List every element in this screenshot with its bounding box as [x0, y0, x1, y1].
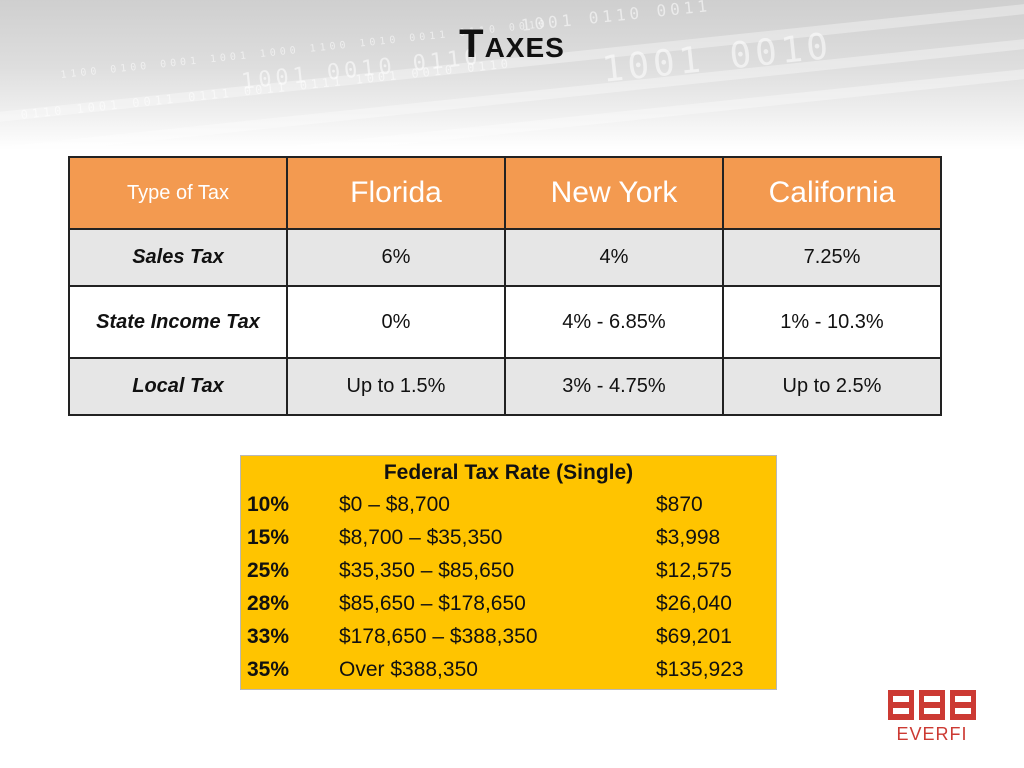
- federal-tax-table: Federal Tax Rate (Single) 10% $0 – $8,70…: [240, 455, 777, 690]
- rate-label: 35%: [247, 658, 290, 681]
- state-tax-table: Type of Tax Florida New York California …: [68, 156, 942, 416]
- everfi-logo: EVERFI: [884, 688, 980, 748]
- everfi-logo-icon: [888, 690, 914, 720]
- rate-label: 15%: [247, 526, 290, 549]
- income-range: $0 – $8,700: [339, 493, 450, 516]
- table-row: State Income Tax 0% 4% - 6.85% 1% - 10.3…: [68, 285, 942, 359]
- everfi-logo-icon: [919, 690, 945, 720]
- table-header-row: Type of Tax Florida New York California: [68, 156, 942, 230]
- federal-table-title: Federal Tax Rate (Single): [383, 461, 634, 484]
- header-background: 0110 1001 0011 0111 0011 0111 1001 0010 …: [0, 0, 1024, 150]
- tax-amount: $870: [656, 493, 703, 516]
- row-label: Local Tax: [68, 357, 288, 416]
- row-label: Sales Tax: [68, 228, 288, 287]
- florida-cell: Up to 1.5%: [286, 357, 506, 416]
- rate-label: 10%: [247, 493, 290, 516]
- rate-label: 28%: [247, 592, 290, 615]
- list-item: 35% Over $388,350 $135,923: [241, 654, 776, 686]
- slide-title: Taxes: [459, 22, 565, 66]
- california-cell: 1% - 10.3%: [722, 285, 942, 359]
- new-york-cell: 4%: [504, 228, 724, 287]
- list-item: 15% $8,700 – $35,350 $3,998: [241, 522, 776, 554]
- california-cell: 7.25%: [722, 228, 942, 287]
- california-cell: Up to 2.5%: [722, 357, 942, 416]
- income-range: $178,650 – $388,350: [339, 625, 538, 648]
- list-item: 10% $0 – $8,700 $870: [241, 489, 776, 521]
- tax-amount: $12,575: [656, 559, 732, 582]
- tax-amount: $69,201: [656, 625, 732, 648]
- row-label: State Income Tax: [68, 285, 288, 359]
- list-item: 33% $178,650 – $388,350 $69,201: [241, 621, 776, 653]
- income-range: $35,350 – $85,650: [339, 559, 515, 582]
- header-type-of-tax: Type of Tax: [68, 156, 288, 230]
- florida-cell: 0%: [286, 285, 506, 359]
- income-range: Over $388,350: [339, 658, 478, 681]
- everfi-logo-text: EVERFI: [896, 724, 968, 744]
- new-york-cell: 3% - 4.75%: [504, 357, 724, 416]
- header-new-york: New York: [504, 156, 724, 230]
- rate-label: 25%: [247, 559, 290, 582]
- table-row: Local Tax Up to 1.5% 3% - 4.75% Up to 2.…: [68, 357, 942, 416]
- everfi-logo-icon: [950, 690, 976, 720]
- header-california: California: [722, 156, 942, 230]
- rate-label: 33%: [247, 625, 290, 648]
- header-florida: Florida: [286, 156, 506, 230]
- income-range: $85,650 – $178,650: [339, 592, 526, 615]
- tax-amount: $3,998: [656, 526, 721, 549]
- income-range: $8,700 – $35,350: [339, 526, 503, 549]
- list-item: 25% $35,350 – $85,650 $12,575: [241, 555, 776, 587]
- florida-cell: 6%: [286, 228, 506, 287]
- list-item: 28% $85,650 – $178,650 $26,040: [241, 588, 776, 620]
- tax-amount: $135,923: [656, 658, 744, 681]
- table-row: Sales Tax 6% 4% 7.25%: [68, 228, 942, 287]
- new-york-cell: 4% - 6.85%: [504, 285, 724, 359]
- tax-amount: $26,040: [656, 592, 732, 615]
